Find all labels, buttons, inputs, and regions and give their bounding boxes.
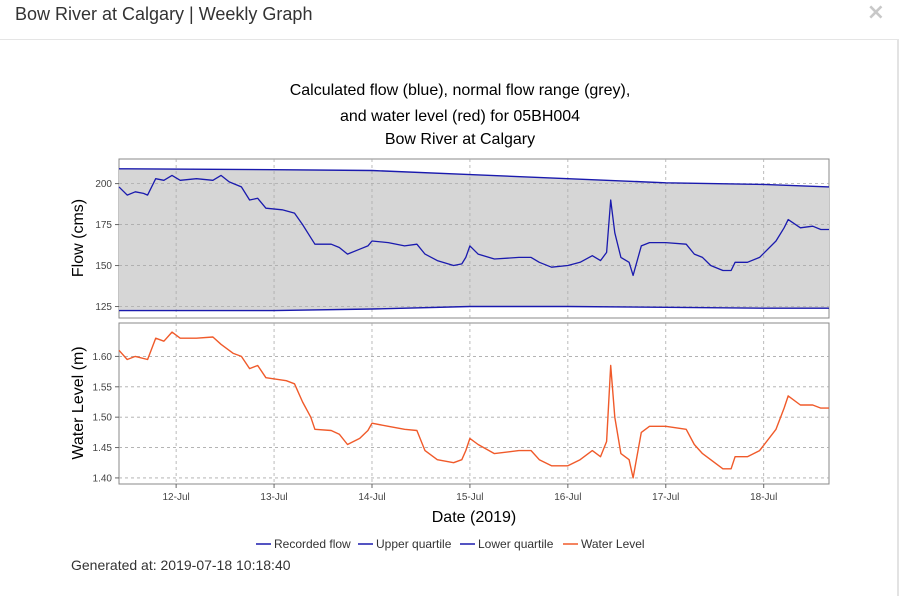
recorded-flow-line — [118, 174, 829, 277]
modal-title: Bow River at Calgary | Weekly Graph — [15, 4, 313, 24]
lower-quartile-line — [119, 305, 829, 312]
generated-label: Generated at: — [71, 557, 157, 573]
x-tick-label: 15-Jul — [456, 492, 483, 503]
normal-range-band — [119, 168, 829, 311]
level-y-tick-label: 1.50 — [93, 413, 113, 424]
x-tick-label: 13-Jul — [260, 492, 287, 503]
legend: Recorded flow Upper quartile Lower quartil… — [256, 537, 645, 551]
x-tick-label: 12-Jul — [163, 492, 190, 503]
legend-label: Lower quartile — [478, 537, 554, 551]
x-axis-label: Date (2019) — [432, 509, 517, 526]
level-y-axis-label: Water Level (m) — [70, 346, 87, 459]
chart-title-line-3: Bow River at Calgary — [384, 131, 536, 148]
x-tick-label: 17-Jul — [652, 492, 679, 503]
close-icon[interactable]: × — [866, 0, 885, 25]
modal-header: Bow River at Calgary | Weekly Graph × — [0, 0, 899, 40]
chart-title-line-2: and water level (red) for 05BH004 — [339, 108, 581, 125]
level-plot-area — [118, 322, 830, 485]
level-y-tick-label: 1.60 — [93, 352, 113, 363]
legend-label: Water Level — [581, 537, 645, 551]
x-tick-label: 16-Jul — [554, 492, 581, 503]
upper-quartile-line — [118, 168, 830, 188]
water-level-line — [118, 331, 829, 479]
flow-y-tick-label: 175 — [95, 220, 112, 231]
generated-value: 2019-07-18 10:18:40 — [160, 557, 291, 573]
generated-timestamp: Generated at: 2019-07-18 10:18:40 — [71, 557, 291, 573]
legend-label: Upper quartile — [376, 537, 452, 551]
level-y-tick-label: 1.40 — [93, 473, 113, 484]
x-tick-label: 18-Jul — [750, 492, 777, 503]
level-y-tick-label: 1.45 — [93, 443, 113, 454]
flow-y-tick-label: 125 — [95, 302, 112, 313]
level-y-tick-label: 1.55 — [93, 382, 113, 393]
x-tick-label: 14-Jul — [358, 492, 385, 503]
chart-title-line-1: Calculated flow (blue), normal flow rang… — [289, 82, 631, 99]
legend-label: Recorded flow — [274, 537, 351, 551]
flow-y-tick-label: 200 — [95, 179, 112, 190]
flow-y-axis-label: Flow (cms) — [70, 199, 87, 277]
modal-edge — [897, 40, 899, 596]
flow-y-tick-label: 150 — [95, 261, 112, 272]
